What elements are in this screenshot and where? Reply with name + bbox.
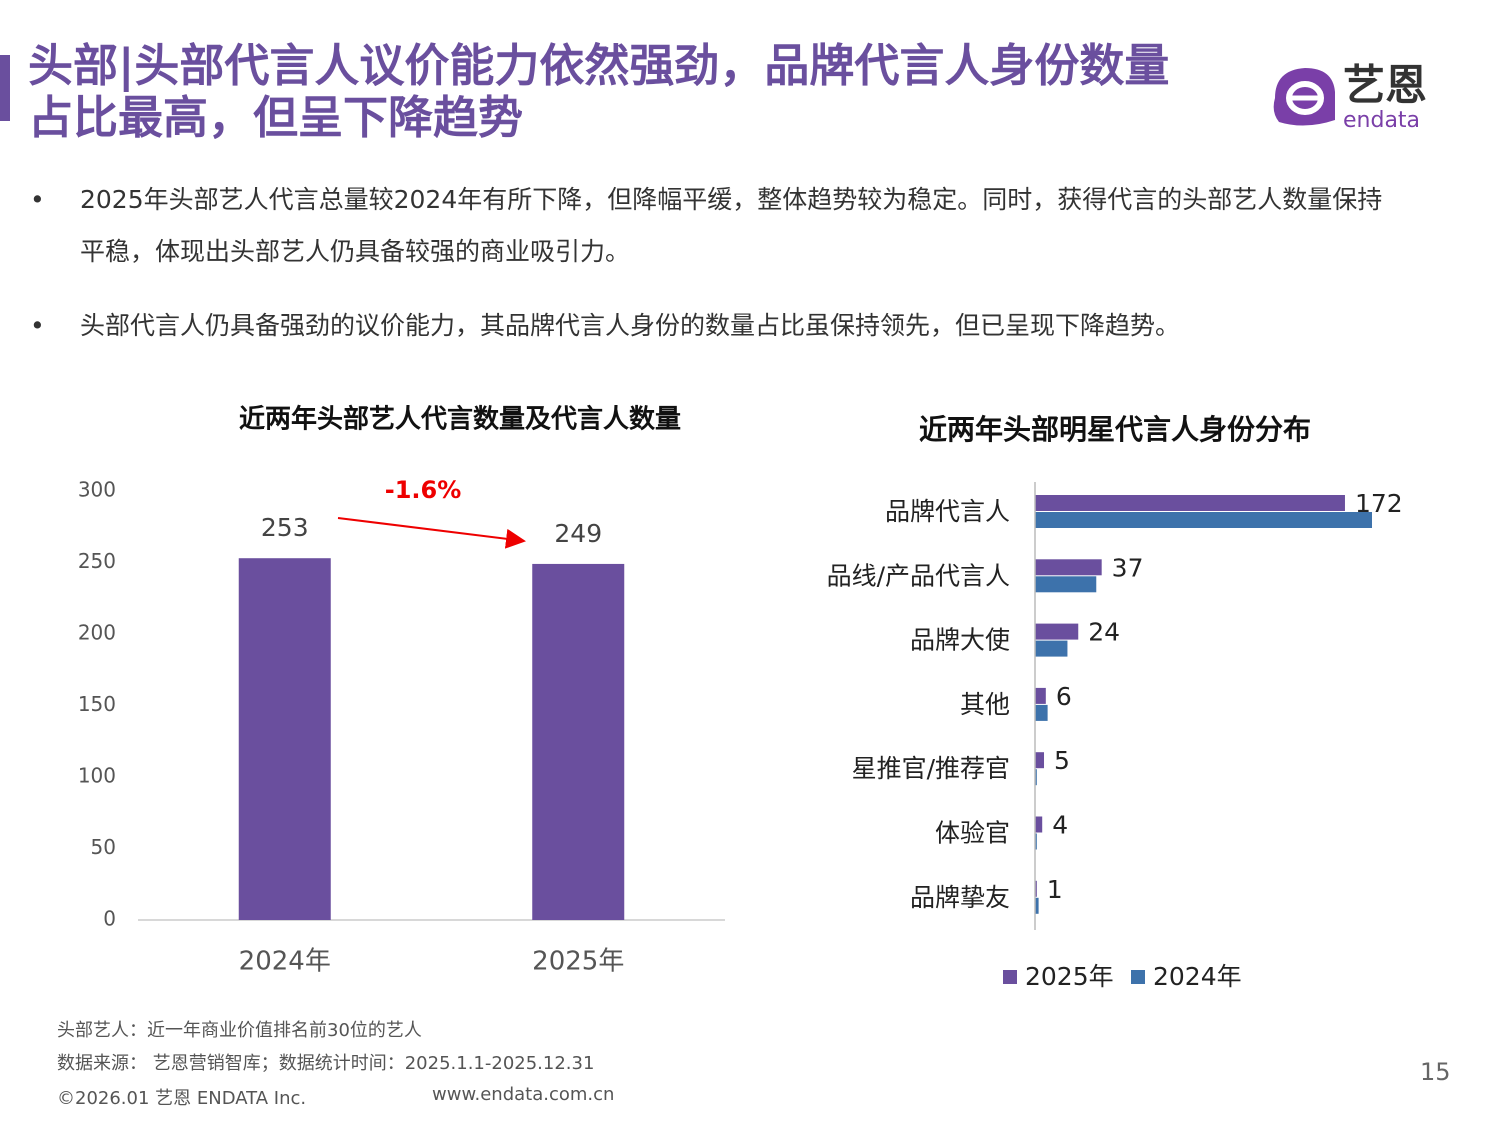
bar (1035, 640, 1068, 657)
bar (1035, 897, 1039, 914)
bar (1035, 752, 1045, 769)
bar (1035, 833, 1037, 850)
data-label: 4 (1052, 811, 1068, 840)
data-label: 24 (1088, 618, 1120, 647)
chart-title: 近两年头部明星代言人身份分布 (919, 413, 1311, 446)
legend-swatch (1003, 970, 1017, 984)
legend-swatch (1131, 970, 1145, 984)
data-label: 37 (1112, 553, 1144, 582)
chart-title: 近两年头部艺人代言数量及代言人数量 (239, 404, 681, 435)
bar (532, 563, 625, 920)
bar (1035, 704, 1048, 721)
y-tick-label: 体验官 (935, 819, 1010, 848)
bar (1035, 623, 1079, 640)
data-label: 249 (554, 519, 602, 548)
x-tick-label: 2024年 (239, 947, 331, 977)
y-tick-label: 250 (78, 549, 116, 573)
legend-label: 2024年 (1153, 962, 1242, 991)
bullet: • 2025年头部艺人代言总量较2024年有所下降，但降幅平缓，整体趋势较为稳定。… (30, 174, 1390, 278)
footnote: 数据来源： 艺恩营销智库；数据统计时间：2025.1.1-2025.12.31 (57, 1053, 595, 1074)
bar (1035, 495, 1345, 511)
y-tick-label: 100 (78, 764, 116, 788)
y-tick-label: 品牌大使 (910, 626, 1010, 655)
bar (1035, 769, 1037, 786)
logo-cn: 艺恩 (1343, 61, 1427, 110)
bar (1035, 816, 1043, 833)
y-tick-label: 50 (91, 835, 116, 859)
footnote: 头部艺人：近一年商业价值排名前30位的艺人 (57, 1020, 422, 1041)
y-tick-label: 星推官/推荐官 (852, 754, 1010, 783)
bullet-text: 2025年头部艺人代言总量较2024年有所下降，但降幅平缓，整体趋势较为稳定。同… (80, 185, 1383, 266)
y-tick-label: 300 (78, 478, 116, 502)
y-tick-label: 品牌挚友 (910, 883, 1010, 912)
data-label: 6 (1056, 682, 1072, 711)
url: www.endata.com.cn (432, 1084, 615, 1105)
bar (1035, 687, 1046, 704)
change-arrow (337, 517, 526, 549)
bullet: • 头部代言人仍具备强劲的议价能力，其品牌代言人身份的数量占比虽保持领先，但已呈现… (30, 300, 1390, 352)
y-tick-label: 品线/产品代言人 (827, 561, 1010, 590)
bar (1035, 880, 1037, 897)
data-label: 1 (1047, 875, 1063, 904)
accent-bar (0, 55, 10, 121)
y-tick-label: 0 (103, 907, 116, 931)
bar (238, 558, 331, 920)
bar (1035, 559, 1102, 576)
data-label: 253 (261, 513, 309, 542)
page-number: 15 (1420, 1058, 1451, 1086)
copyright: ©2026.01 艺恩 ENDATA Inc. (57, 1088, 307, 1109)
page-title: 头部|头部代言人议价能力依然强劲，品牌代言人身份数量 (28, 39, 1170, 92)
x-tick-label: 2025年 (532, 947, 624, 977)
bar (1035, 576, 1097, 593)
page-title: 占比最高，但呈下降趋势 (28, 91, 524, 144)
data-label: 5 (1054, 746, 1070, 775)
y-tick-label: 200 (78, 621, 116, 645)
y-tick-label: 150 (78, 692, 116, 716)
bar (1035, 512, 1372, 528)
annotation: -1.6% (385, 476, 462, 504)
logo-en: endata (1343, 108, 1420, 133)
bullet-text: 头部代言人仍具备强劲的议价能力，其品牌代言人身份的数量占比虽保持领先，但已呈现下… (80, 311, 1181, 340)
y-tick-label: 品牌代言人 (885, 497, 1010, 526)
logo: 艺恩 endata (1273, 61, 1427, 133)
legend-label: 2025年 (1025, 962, 1114, 991)
y-tick-label: 其他 (960, 690, 1010, 719)
